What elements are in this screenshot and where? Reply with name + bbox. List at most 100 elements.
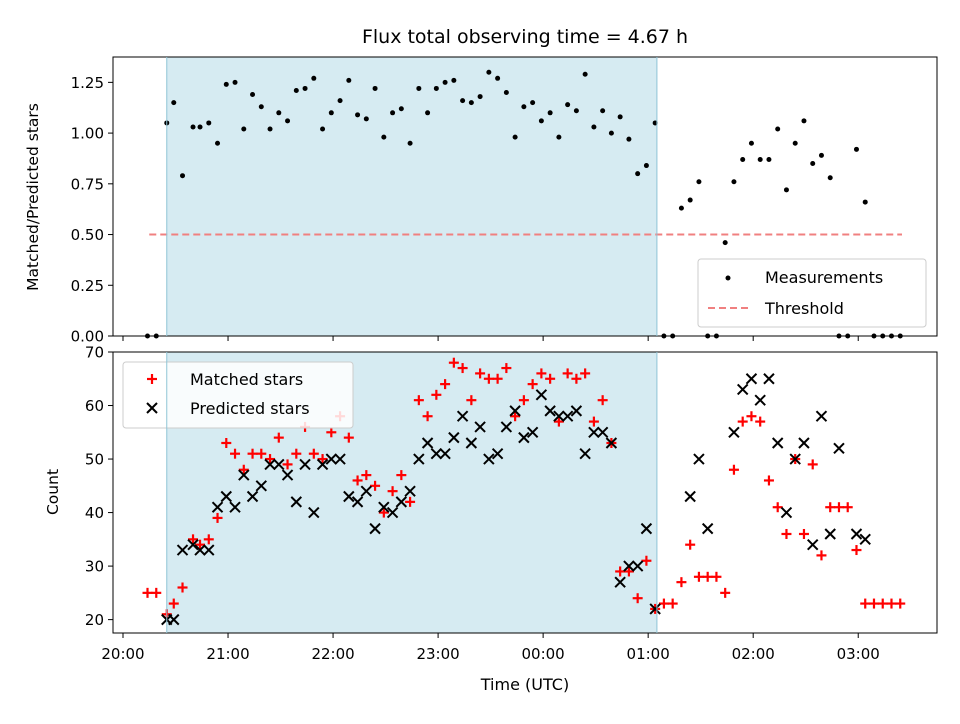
measurement-point bbox=[687, 197, 693, 203]
measurement-point bbox=[486, 69, 492, 75]
matched-point bbox=[396, 470, 407, 481]
measurement-point bbox=[355, 112, 361, 118]
matched-point bbox=[265, 454, 276, 465]
predicted-point bbox=[229, 501, 241, 513]
predicted-point bbox=[596, 426, 609, 438]
measurement-point bbox=[293, 87, 299, 93]
predicted-point bbox=[290, 496, 303, 508]
matched-point bbox=[877, 598, 888, 609]
matched-point bbox=[895, 598, 906, 609]
matched-point bbox=[562, 368, 573, 379]
matched-point bbox=[720, 587, 731, 598]
matched-point bbox=[658, 598, 669, 609]
predicted-point bbox=[395, 496, 408, 508]
measurement-point bbox=[862, 199, 868, 205]
predicted-point bbox=[771, 437, 784, 449]
measurement-point bbox=[792, 140, 798, 146]
matched-point bbox=[860, 598, 871, 609]
matched-point bbox=[545, 373, 556, 384]
predicted-point bbox=[859, 533, 871, 546]
matched-point bbox=[711, 571, 722, 582]
matched-point bbox=[763, 475, 774, 486]
predicted-point bbox=[684, 490, 696, 503]
ratio-legend-box bbox=[697, 258, 927, 328]
matched-point bbox=[308, 448, 319, 459]
predicted-point bbox=[815, 410, 828, 422]
matched-point bbox=[536, 368, 547, 379]
matched-point bbox=[676, 577, 687, 588]
matched-point bbox=[188, 534, 199, 545]
measurement-point bbox=[608, 130, 614, 136]
predicted-point bbox=[649, 603, 661, 615]
matched-point bbox=[466, 395, 477, 406]
observing-window-shade bbox=[166, 57, 657, 336]
matched-point bbox=[168, 598, 179, 609]
measurement-point bbox=[372, 85, 378, 91]
predicted-point bbox=[439, 447, 451, 460]
measurement-point bbox=[337, 98, 343, 104]
predicted-point bbox=[623, 560, 635, 572]
predicted-point bbox=[264, 458, 276, 471]
measurement-point bbox=[600, 108, 606, 114]
predicted-point bbox=[176, 544, 189, 556]
predicted-point bbox=[351, 496, 364, 508]
matched-point bbox=[492, 373, 503, 384]
predicted-point bbox=[334, 453, 346, 465]
measurement-point bbox=[197, 124, 203, 130]
matched-point bbox=[256, 448, 267, 459]
predicted-point bbox=[579, 447, 591, 460]
measurement-point bbox=[363, 116, 369, 122]
measurement-point bbox=[416, 85, 422, 91]
matched-point bbox=[868, 598, 879, 609]
measurement-point bbox=[468, 100, 474, 106]
matched-point bbox=[370, 480, 381, 491]
predicted-point bbox=[343, 490, 355, 503]
measurement-point bbox=[827, 175, 833, 181]
measurement-point bbox=[696, 179, 702, 185]
matched-point bbox=[326, 427, 337, 438]
predicted-point bbox=[535, 389, 548, 401]
legend-measurements-marker bbox=[725, 275, 731, 281]
measurement-point bbox=[591, 124, 597, 130]
measurement-point bbox=[407, 140, 413, 146]
predicted-point bbox=[509, 405, 521, 417]
matched-point bbox=[177, 582, 188, 593]
measurement-point bbox=[538, 118, 544, 124]
predicted-point bbox=[255, 480, 267, 492]
predicted-point bbox=[273, 458, 285, 471]
measurement-point bbox=[433, 85, 439, 91]
measurement-point bbox=[276, 110, 282, 116]
matched-point bbox=[361, 470, 372, 481]
measurement-point bbox=[635, 171, 641, 177]
matched-point bbox=[886, 598, 897, 609]
matched-stars-points bbox=[142, 357, 906, 620]
matched-point bbox=[632, 593, 643, 604]
measurement-point bbox=[258, 104, 264, 110]
x-tick-label: 03:00 bbox=[837, 645, 880, 663]
measurement-point bbox=[530, 100, 536, 106]
measurement-point bbox=[285, 118, 291, 124]
predicted-point bbox=[203, 544, 215, 556]
matched-point bbox=[282, 459, 293, 470]
legend-matched-label: Matched stars bbox=[190, 370, 303, 389]
predicted-point bbox=[386, 506, 399, 519]
matched-point bbox=[151, 587, 162, 598]
measurement-point bbox=[731, 179, 737, 185]
predicted-point bbox=[850, 528, 863, 540]
measurement-point bbox=[748, 140, 754, 146]
predicted-point bbox=[833, 442, 845, 455]
measurement-point bbox=[241, 126, 247, 132]
matched-point bbox=[457, 363, 468, 374]
predicted-point bbox=[211, 501, 224, 513]
matched-point bbox=[510, 411, 521, 422]
measurement-point bbox=[381, 134, 387, 140]
measurement-point bbox=[390, 110, 396, 116]
matched-point bbox=[273, 432, 284, 443]
measurement-point bbox=[250, 92, 256, 98]
measurement-point bbox=[626, 136, 632, 142]
ratio-plot-frame bbox=[112, 56, 938, 337]
predicted-point bbox=[789, 453, 801, 465]
measurement-point bbox=[801, 118, 807, 124]
count-plot-frame bbox=[112, 351, 938, 634]
predicted-point bbox=[246, 490, 259, 503]
